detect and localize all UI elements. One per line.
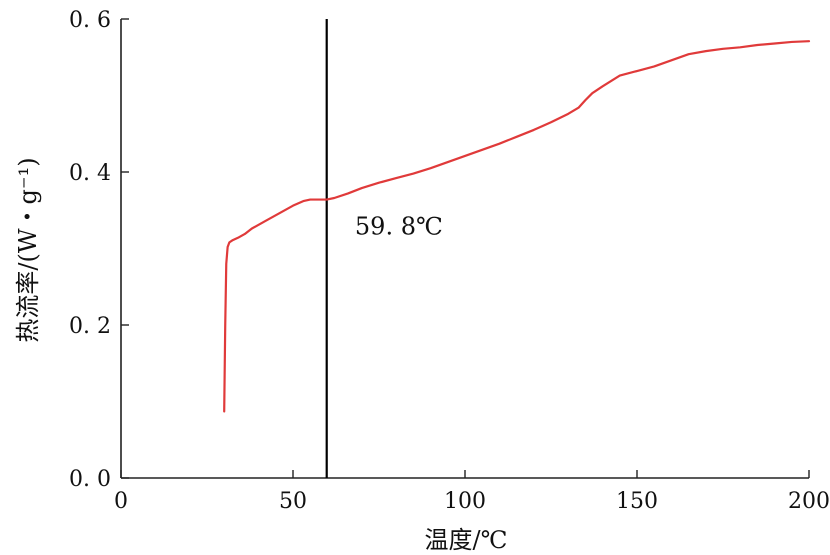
series-line bbox=[223, 40, 811, 413]
annotation-label: 59. 8℃ bbox=[355, 213, 443, 241]
y-tick-label: 0. 2 bbox=[69, 314, 111, 339]
x-tick-label: 0 bbox=[114, 489, 128, 514]
y-axis-title: 热流率/(W・g⁻¹) bbox=[14, 157, 42, 342]
x-tick-label: 50 bbox=[279, 489, 307, 514]
y-tick-label: 0. 0 bbox=[69, 467, 111, 492]
x-tick-label: 150 bbox=[616, 489, 658, 514]
y-axis-label: 热流率/(W・g⁻¹) bbox=[14, 157, 42, 342]
y-tick-label: 0. 4 bbox=[69, 161, 111, 186]
y-tick-label: 0. 6 bbox=[69, 8, 111, 33]
x-tick-label: 100 bbox=[444, 489, 486, 514]
x-tick-label: 200 bbox=[788, 489, 830, 514]
plot-area: 0 50 100 150 200 0. 0 0. 2 0. 4 0. 6 59. 8℃ bbox=[69, 8, 830, 514]
x-axis-label: 温度/℃ bbox=[425, 526, 508, 554]
